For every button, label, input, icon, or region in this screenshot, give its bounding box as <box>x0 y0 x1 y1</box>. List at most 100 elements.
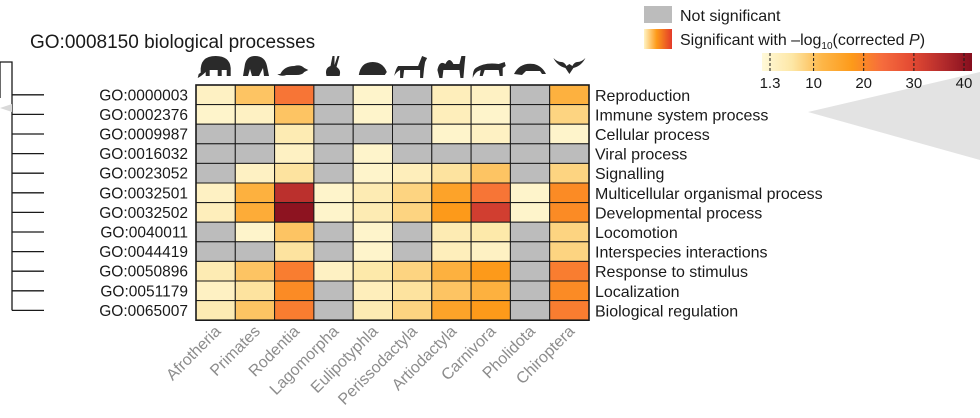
heatmap-cell <box>392 221 433 243</box>
heatmap-cell <box>313 202 354 223</box>
heatmap-cell <box>470 162 511 184</box>
heatmap-cell <box>549 280 590 302</box>
heatmap-cell <box>313 84 354 106</box>
term-label: Cellular process <box>595 127 710 144</box>
heatmap-cell <box>509 300 551 321</box>
heatmap-cell <box>549 104 590 125</box>
term-label: Signalling <box>595 166 664 183</box>
legend-not-significant-label: Not significant <box>680 8 781 25</box>
heatmap-cell <box>313 221 354 243</box>
heatmap-cell <box>352 221 394 243</box>
heatmap-cell <box>549 300 590 321</box>
heatmap-cell <box>549 143 590 164</box>
heatmap-cell <box>509 241 551 262</box>
heatmap-cell <box>352 84 394 106</box>
term-label: Viral process <box>595 147 687 164</box>
term-labels: Reproduction Immune system process Cellula… <box>595 88 823 321</box>
heatmap-cell <box>313 143 354 164</box>
heatmap-cell <box>352 143 394 164</box>
heatmap-cell <box>352 162 394 184</box>
heatmap-cell <box>431 300 472 321</box>
go-id-label: GO:0009987 <box>99 127 188 144</box>
heatmap-cell <box>470 300 511 321</box>
heatmap-cell <box>313 300 354 321</box>
legend-significant-swatch <box>644 29 672 49</box>
heatmap-cell <box>431 182 472 204</box>
heatmap-frame <box>195 84 590 321</box>
heatmap-cell <box>392 123 433 145</box>
heatmap-cell <box>195 123 236 145</box>
term-label: Response to stimulus <box>595 264 748 281</box>
heatmap-cell <box>549 241 590 262</box>
zoom-wedge-left <box>0 104 12 112</box>
go-id-label: GO:0032501 <box>99 185 188 202</box>
legend-tick-label: 30 <box>906 75 923 92</box>
heatmap-cell <box>195 143 236 164</box>
go-id-label: GO:0050896 <box>99 264 188 281</box>
heatmap-cell <box>392 202 433 223</box>
heatmap-cell <box>392 84 433 106</box>
heatmap-cell <box>234 260 276 282</box>
heatmap-cell <box>352 280 394 302</box>
heatmap-cell <box>470 241 511 262</box>
heatmap-cell <box>470 104 511 125</box>
heatmap-cell <box>470 202 511 223</box>
heatmap-cell <box>313 162 354 184</box>
heatmap-cell <box>195 84 236 106</box>
heatmap-cell <box>431 123 472 145</box>
heatmap-cell <box>392 182 433 204</box>
dendrogram <box>0 61 44 312</box>
heatmap-cell <box>352 300 394 321</box>
heatmap-cell <box>274 260 315 282</box>
legend-ticks: 1.3 10 20 30 40 <box>760 53 972 92</box>
hedgehog-icon <box>358 62 387 75</box>
go-id-label: GO:0016032 <box>99 146 188 163</box>
heatmap-cell <box>392 162 433 184</box>
heatmap-cell <box>392 300 433 321</box>
go-id-label: GO:0002376 <box>99 107 188 124</box>
heatmap-cell <box>431 104 472 125</box>
heatmap-cell <box>195 241 236 262</box>
heatmap-cell <box>234 162 276 184</box>
term-label: Developmental process <box>595 205 762 222</box>
heatmap-cell <box>313 241 354 262</box>
go-id-label: GO:0051179 <box>100 283 188 300</box>
go-id-label: GO:0023052 <box>99 166 188 183</box>
heatmap-cell <box>509 162 551 184</box>
heatmap-cell <box>431 162 472 184</box>
heatmap-cell <box>509 123 551 145</box>
heatmap-cell <box>274 104 315 125</box>
go-id-label: GO:0065007 <box>99 303 188 320</box>
heatmap-cell <box>274 143 315 164</box>
heatmap-cell <box>195 104 236 125</box>
legend-not-significant-swatch <box>644 6 672 23</box>
heatmap-cell <box>470 221 511 243</box>
taxon-icons <box>197 56 586 78</box>
heatmap-cell <box>274 84 315 106</box>
heatmap-cell <box>195 280 236 302</box>
zoom-wedge <box>808 72 980 160</box>
heatmap-cell <box>195 162 236 184</box>
heatmap-cell <box>195 260 236 282</box>
heatmap-cell <box>431 280 472 302</box>
go-id-label: GO:0040011 <box>100 225 188 242</box>
heatmap-cell <box>234 123 276 145</box>
heatmap-cell <box>431 221 472 243</box>
bat-icon <box>553 58 586 74</box>
term-label: Reproduction <box>595 88 690 105</box>
heatmap-cell <box>549 162 590 184</box>
heatmap-cell <box>313 123 354 145</box>
heatmap-cell <box>195 182 236 204</box>
heatmap-cell <box>431 202 472 223</box>
heatmap-cell <box>509 260 551 282</box>
heatmap-cell <box>509 104 551 125</box>
cheetah-icon <box>472 62 506 78</box>
legend-significant-label: Significant with –log10(corrected P) <box>680 32 925 52</box>
heatmap-cell <box>313 260 354 282</box>
heatmap-cell <box>274 280 315 302</box>
go-id-label: GO:0032502 <box>99 205 188 222</box>
heatmap-cell <box>431 84 472 106</box>
heatmap-cell <box>352 123 394 145</box>
term-label: Localization <box>595 284 680 301</box>
